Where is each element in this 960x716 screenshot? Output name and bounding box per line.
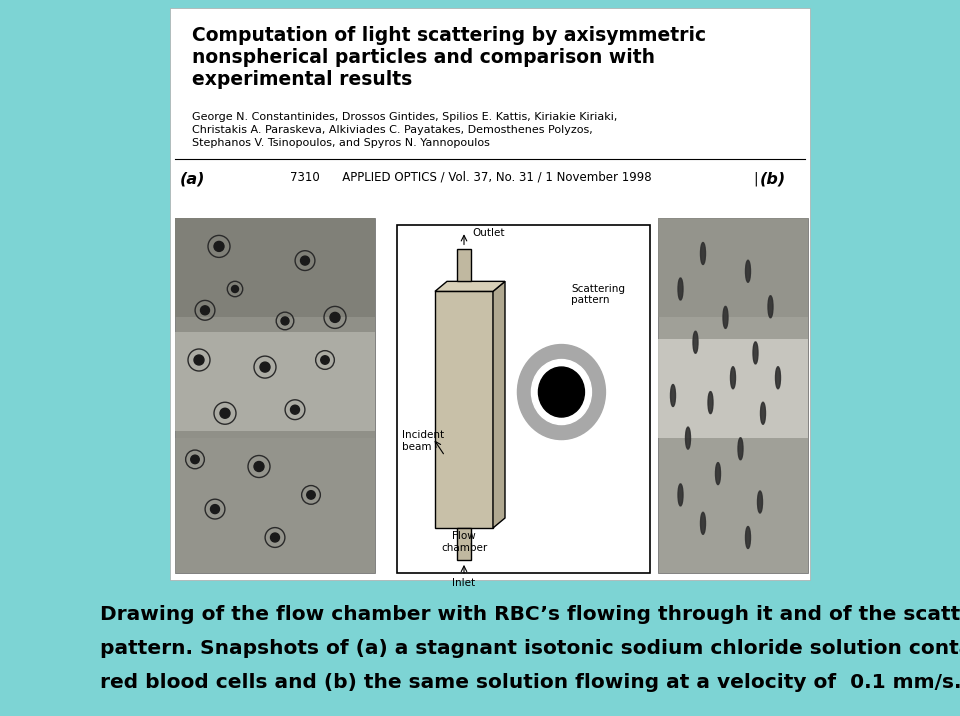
Text: red blood cells and (b) the same solution flowing at a velocity of  0.1 mm/s.: red blood cells and (b) the same solutio… [100, 673, 960, 692]
Text: Flow
chamber: Flow chamber [441, 531, 487, 553]
Circle shape [220, 408, 230, 418]
Ellipse shape [753, 342, 758, 364]
Ellipse shape [746, 260, 751, 282]
Text: Computation of light scattering by axisymmetric: Computation of light scattering by axisy… [192, 26, 707, 45]
Ellipse shape [746, 526, 751, 548]
Circle shape [291, 405, 300, 414]
Bar [658, 218, 808, 317]
Ellipse shape [701, 243, 706, 264]
Circle shape [194, 355, 204, 365]
Circle shape [271, 533, 279, 542]
Ellipse shape [678, 278, 683, 300]
Ellipse shape [723, 306, 728, 329]
Bar [457, 528, 471, 560]
Text: |: | [753, 171, 757, 185]
Ellipse shape [760, 402, 765, 425]
Bar [175, 438, 375, 573]
Ellipse shape [715, 463, 721, 485]
Ellipse shape [685, 427, 690, 449]
Circle shape [254, 462, 264, 472]
Circle shape [210, 505, 220, 513]
Ellipse shape [768, 296, 773, 318]
Circle shape [231, 286, 238, 293]
Text: nonspherical particles and comparison with: nonspherical particles and comparison wi… [192, 48, 655, 67]
Circle shape [321, 356, 329, 364]
Ellipse shape [776, 367, 780, 389]
Bar [658, 339, 808, 438]
Text: Christakis A. Paraskeva, Alkiviades C. Payatakes, Demosthenes Polyzos,: Christakis A. Paraskeva, Alkiviades C. P… [192, 125, 592, 135]
Text: pattern. Snapshots of (a) a stagnant isotonic sodium chloride solution containin: pattern. Snapshots of (a) a stagnant iso… [100, 639, 960, 658]
Text: experimental results: experimental results [192, 70, 412, 89]
Bar [397, 225, 650, 573]
Bar [658, 218, 808, 573]
Ellipse shape [670, 384, 676, 407]
Ellipse shape [738, 437, 743, 460]
Text: (b): (b) [760, 171, 786, 186]
Circle shape [201, 306, 209, 315]
Ellipse shape [693, 332, 698, 353]
Ellipse shape [731, 367, 735, 389]
Bar [175, 218, 375, 317]
Bar [170, 8, 810, 580]
Ellipse shape [517, 344, 606, 440]
Circle shape [281, 317, 289, 325]
Ellipse shape [757, 491, 762, 513]
Circle shape [260, 362, 270, 372]
Circle shape [191, 455, 200, 464]
Circle shape [330, 312, 340, 322]
Text: 7310      APPLIED OPTICS / Vol. 37, No. 31 / 1 November 1998: 7310 APPLIED OPTICS / Vol. 37, No. 31 / … [290, 171, 652, 184]
Ellipse shape [539, 367, 585, 417]
Bar [175, 332, 375, 431]
Ellipse shape [708, 392, 713, 414]
Text: Drawing of the flow chamber with RBC’s flowing through it and of the scattering: Drawing of the flow chamber with RBC’s f… [100, 605, 960, 624]
Bar [457, 249, 471, 281]
Circle shape [307, 490, 315, 499]
Circle shape [300, 256, 309, 265]
Text: Scattering
pattern: Scattering pattern [571, 284, 626, 306]
Circle shape [214, 241, 224, 251]
Ellipse shape [532, 359, 591, 425]
Text: Stephanos V. Tsinopoulos, and Spyros N. Yannopoulos: Stephanos V. Tsinopoulos, and Spyros N. … [192, 138, 490, 148]
Text: George N. Constantinides, Drossos Gintides, Spilios E. Kattis, Kiriakie Kiriaki,: George N. Constantinides, Drossos Gintid… [192, 112, 617, 122]
Text: Outlet: Outlet [472, 228, 505, 238]
Ellipse shape [678, 484, 683, 506]
Text: Inlet: Inlet [452, 578, 475, 588]
Polygon shape [435, 281, 505, 291]
Bar [435, 291, 493, 528]
Polygon shape [493, 281, 505, 528]
Text: Incident
beam: Incident beam [402, 430, 444, 452]
Ellipse shape [701, 513, 706, 534]
Text: (a): (a) [180, 171, 205, 186]
Bar [175, 218, 375, 573]
